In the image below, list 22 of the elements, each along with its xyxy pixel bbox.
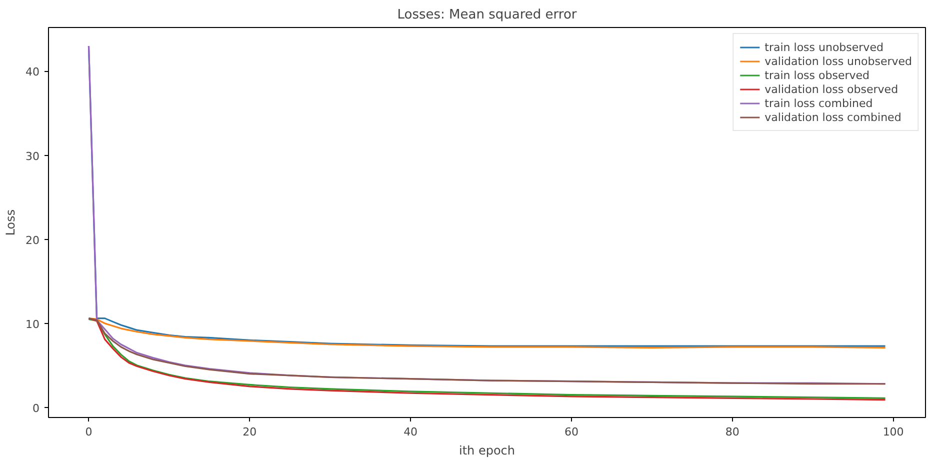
y-tick-label: 30 — [26, 150, 40, 163]
line-series — [88, 318, 886, 349]
y-tick-label: 0 — [32, 402, 40, 415]
x-tick-label: 0 — [85, 426, 92, 438]
legend-label: train loss unobserved — [764, 40, 884, 54]
y-tick-label: 10 — [26, 318, 40, 331]
legend-label: validation loss combined — [764, 110, 902, 124]
legend-label: validation loss unobserved — [764, 54, 912, 68]
y-axis-title: Loss — [4, 209, 18, 236]
legend-label: validation loss observed — [764, 82, 898, 96]
legend-label: train loss observed — [764, 68, 870, 82]
x-tick-label: 60 — [564, 426, 578, 438]
y-tick-label: 20 — [26, 234, 40, 247]
x-tick-label: 20 — [242, 426, 257, 438]
line-series — [88, 318, 886, 385]
x-axis-title: ith epoch — [459, 444, 516, 458]
y-tick-label: 40 — [26, 66, 40, 79]
chart-title: Losses: Mean squared error — [397, 8, 578, 22]
x-tick-label: 40 — [404, 426, 418, 438]
legend-label: train loss combined — [764, 96, 873, 110]
x-tick-label: 100 — [882, 426, 904, 438]
x-tick-label: 80 — [725, 426, 740, 438]
